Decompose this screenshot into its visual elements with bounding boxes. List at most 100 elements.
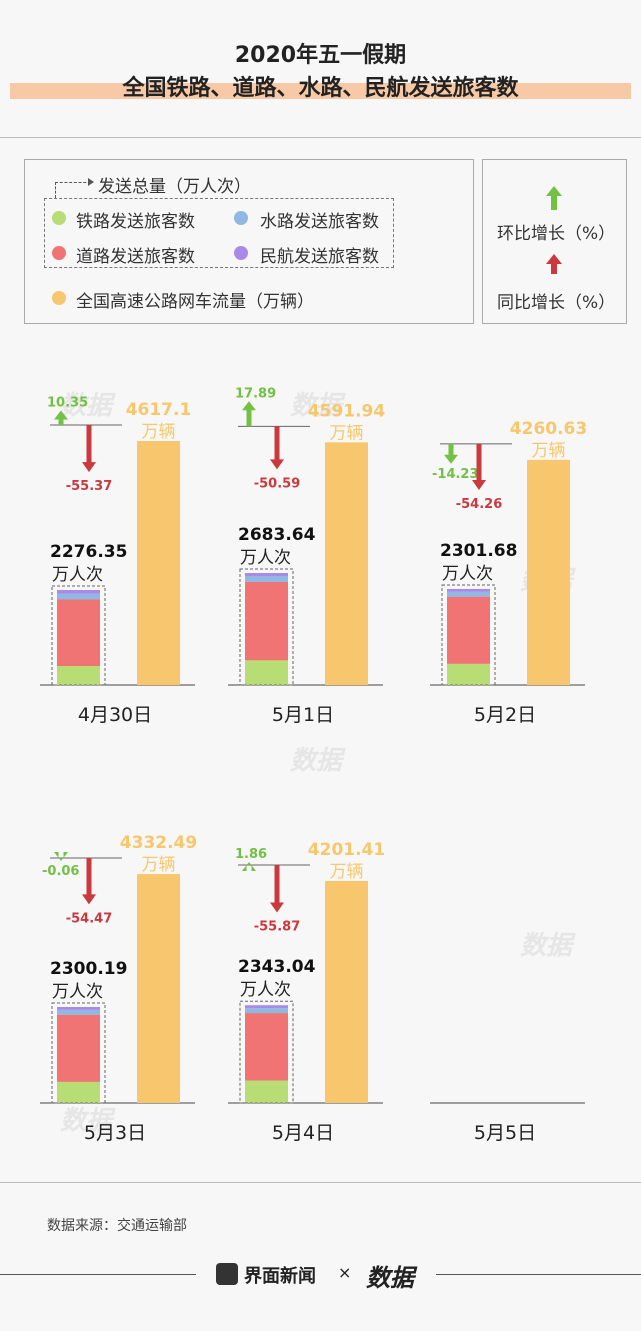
bar-segment-air	[245, 573, 288, 577]
legend-road-label: 道路发送旅客数	[76, 247, 195, 267]
watermark-logo: 数据	[290, 391, 343, 421]
bar-segment-road	[57, 1014, 100, 1082]
highway-unit-label: 万辆	[142, 422, 176, 442]
yoy-arrow-icon	[270, 426, 284, 470]
highway-value: 4591.94	[308, 401, 386, 421]
mom-arrow-icon	[54, 852, 68, 862]
yoy-arrow-icon	[270, 864, 284, 913]
brand-datawise: 数据	[366, 1264, 414, 1292]
divider-top	[0, 137, 641, 138]
category-label: 5月5日	[474, 1122, 536, 1144]
yoy-value: -55.37	[66, 479, 113, 494]
category-label: 5月2日	[474, 704, 536, 726]
bar-segment-water	[245, 576, 288, 582]
bar-segment-water	[57, 1009, 100, 1015]
jiemian-logo-icon	[216, 1263, 238, 1285]
watermark-logo: 数据	[60, 391, 113, 421]
yoy-value: -50.59	[254, 476, 301, 491]
yoy-arrow-icon	[82, 425, 96, 473]
legend-highway-label: 全国高速公路网车流量（万辆）	[76, 292, 314, 312]
bar-segment-water	[57, 593, 100, 600]
passenger-total-dashbox	[239, 568, 294, 686]
brand-jiemian: 界面新闻	[244, 1266, 316, 1287]
yoy-value: -54.47	[66, 911, 113, 926]
watermark-logo: 数据	[520, 931, 573, 961]
yoy-arrow-icon	[82, 858, 96, 905]
footer-line-left	[0, 1274, 196, 1275]
footer-line-right	[436, 1274, 641, 1275]
bar-segment-rail	[447, 663, 490, 685]
highway-bar	[137, 441, 180, 685]
legend	[24, 159, 474, 324]
highway-bar	[137, 874, 180, 1103]
highway-bar	[325, 880, 368, 1103]
bar-segment-road	[57, 599, 100, 666]
bar-segment-air	[57, 1007, 100, 1010]
watermark-logo: 数据	[60, 1106, 113, 1136]
legend-water-swatch	[234, 211, 248, 225]
highway-value: 4332.49	[120, 833, 197, 853]
highway-value: 4201.41	[308, 840, 385, 860]
passenger-unit-label: 万人次	[240, 980, 291, 1000]
passenger-unit-label: 万人次	[442, 564, 493, 584]
passenger-total-value: 2343.04	[238, 957, 316, 977]
page-title: 2020年五一假期	[234, 43, 407, 68]
legend-air-label: 民航发送旅客数	[260, 247, 379, 267]
bar-segment-air	[57, 590, 100, 594]
passenger-total-dashbox	[51, 585, 106, 686]
bar-segment-road	[245, 581, 288, 661]
bar-segment-water	[447, 591, 490, 597]
legend-total-arrowhead	[88, 178, 94, 186]
category-label: 5月3日	[84, 1122, 146, 1144]
yoy-value: -54.26	[456, 497, 503, 512]
mom-arrow-icon	[444, 443, 458, 464]
category-label: 5月1日	[272, 704, 334, 726]
growth-legend	[482, 159, 627, 324]
highway-unit-label: 万辆	[330, 423, 364, 443]
data-source: 数据来源：交通运输部	[47, 1218, 187, 1234]
legend-highway-swatch	[52, 291, 66, 305]
category-label: 4月30日	[78, 704, 152, 726]
mom-value: -14.23	[432, 467, 479, 482]
passenger-unit-label: 万人次	[52, 565, 103, 585]
mom-arrow-icon	[242, 401, 256, 427]
passenger-total-dashbox	[441, 584, 496, 686]
legend-mom-label: 环比增长（%）	[497, 224, 616, 244]
legend-dash-group	[44, 198, 394, 268]
bar-segment-road	[447, 596, 490, 664]
legend-rail-swatch	[52, 211, 66, 225]
highway-unit-label: 万辆	[330, 862, 364, 882]
highway-value: 4617.1	[126, 400, 192, 420]
mom-value: -0.06	[42, 864, 79, 879]
passenger-total-value: 2683.64	[238, 525, 316, 545]
page-subtitle: 全国铁路、道路、水路、民航发送旅客数	[122, 76, 519, 101]
bar-segment-air	[447, 588, 490, 592]
mom-arrow-icon	[242, 861, 256, 871]
growth-legend-arrows	[546, 186, 562, 274]
passenger-total-value: 2301.68	[440, 541, 517, 561]
yoy-value: -55.87	[254, 919, 301, 934]
bar-segment-rail	[57, 666, 100, 685]
highway-bar	[527, 459, 570, 685]
mom-value: 1.86	[235, 847, 267, 862]
highway-unit-label: 万辆	[142, 855, 176, 875]
passenger-unit-label: 万人次	[240, 548, 291, 568]
up-arrow-icon-green	[546, 186, 562, 210]
highway-value: 4260.63	[510, 419, 587, 439]
divider-bottom	[0, 1182, 641, 1183]
mom-value: 17.89	[235, 386, 276, 401]
passenger-total-dashbox	[239, 1000, 294, 1104]
passenger-unit-label: 万人次	[52, 982, 103, 1002]
bar-segment-rail	[57, 1081, 100, 1103]
passenger-total-value: 2276.35	[50, 542, 127, 562]
mom-value: 10.35	[47, 396, 88, 411]
bar-segment-air	[245, 1005, 288, 1009]
passenger-total-dashbox	[51, 1002, 106, 1104]
legend-yoy-label: 同比增长（%）	[497, 293, 616, 313]
highway-unit-label: 万辆	[532, 441, 566, 461]
legend-rail-label: 铁路发送旅客数	[76, 212, 195, 232]
bar-segment-road	[245, 1013, 288, 1081]
brand-separator: ×	[338, 1263, 352, 1282]
legend-total-label: 发送总量（万人次）	[98, 177, 251, 197]
